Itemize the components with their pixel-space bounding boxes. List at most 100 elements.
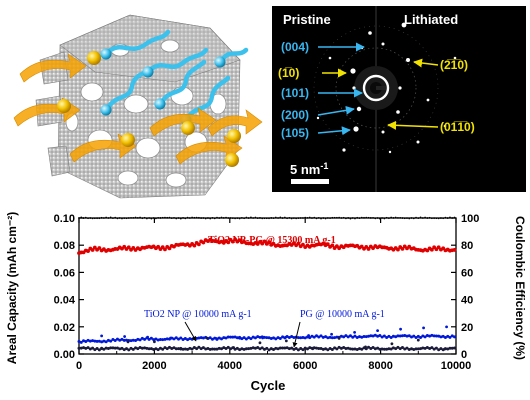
data-point bbox=[412, 334, 416, 338]
data-point bbox=[177, 217, 180, 219]
data-point bbox=[118, 217, 121, 219]
data-point bbox=[443, 335, 447, 339]
reflection-label-004: (004) bbox=[281, 40, 309, 54]
y-tick-label-right: 100 bbox=[461, 213, 479, 225]
data-point bbox=[330, 336, 334, 340]
data-point bbox=[434, 346, 438, 350]
data-point bbox=[116, 217, 119, 220]
data-point bbox=[182, 217, 184, 219]
data-point bbox=[79, 346, 83, 350]
data-point bbox=[253, 346, 257, 350]
data-point bbox=[136, 347, 140, 351]
data-point bbox=[382, 347, 386, 351]
data-point bbox=[385, 216, 388, 219]
data-point bbox=[387, 347, 391, 351]
data-point bbox=[131, 347, 135, 351]
data-point bbox=[369, 217, 372, 219]
data-point bbox=[294, 346, 298, 350]
lithiated-arrows bbox=[387, 58, 439, 130]
data-point bbox=[224, 336, 228, 340]
data-point bbox=[201, 336, 205, 340]
data-point bbox=[453, 216, 456, 219]
data-point bbox=[400, 334, 404, 338]
data-point bbox=[154, 347, 158, 351]
data-point bbox=[381, 217, 384, 219]
data-point bbox=[337, 345, 341, 349]
data-point bbox=[267, 336, 271, 340]
data-point bbox=[302, 217, 304, 219]
data-point bbox=[292, 217, 295, 220]
data-point bbox=[77, 339, 81, 343]
data-point bbox=[156, 348, 160, 352]
x-tick-label: 2000 bbox=[142, 360, 166, 372]
data-point bbox=[407, 347, 411, 351]
data-point bbox=[91, 339, 95, 343]
data-point bbox=[227, 217, 230, 219]
data-point bbox=[441, 334, 445, 338]
data-point bbox=[197, 336, 201, 340]
data-point bbox=[396, 247, 400, 252]
data-point bbox=[450, 346, 454, 350]
data-point bbox=[284, 335, 287, 339]
electron-sphere bbox=[100, 48, 112, 60]
data-point bbox=[105, 216, 108, 219]
data-point bbox=[149, 336, 153, 340]
data-point bbox=[333, 216, 336, 219]
data-point bbox=[267, 348, 271, 352]
y-axis-title-right: Coulombic Efficiency (%) bbox=[513, 216, 527, 360]
data-point bbox=[414, 336, 418, 340]
pristine-arrows bbox=[317, 42, 365, 136]
data-point bbox=[243, 217, 246, 220]
data-point bbox=[353, 347, 357, 351]
data-point bbox=[385, 347, 389, 351]
data-point bbox=[148, 217, 151, 219]
data-point bbox=[276, 347, 280, 351]
data-point bbox=[306, 216, 309, 219]
data-point bbox=[425, 345, 429, 349]
data-point bbox=[360, 216, 363, 219]
data-point bbox=[268, 217, 270, 220]
data-point bbox=[154, 337, 158, 341]
data-point bbox=[174, 336, 178, 340]
data-point bbox=[181, 347, 185, 351]
data-point bbox=[437, 334, 441, 338]
data-point bbox=[173, 216, 175, 219]
data-point bbox=[86, 338, 90, 342]
data-point bbox=[364, 335, 368, 339]
data-point bbox=[421, 217, 424, 219]
data-point bbox=[421, 334, 425, 338]
data-point bbox=[112, 217, 114, 220]
data-point bbox=[265, 346, 269, 350]
data-point bbox=[267, 240, 271, 245]
data-point bbox=[216, 216, 218, 219]
data-point bbox=[157, 216, 160, 219]
data-point bbox=[195, 216, 198, 219]
data-point bbox=[437, 217, 440, 220]
data-point bbox=[217, 346, 221, 350]
data-point bbox=[290, 217, 293, 220]
data-point bbox=[348, 334, 352, 338]
annotation-arrow-tio2-np bbox=[184, 321, 197, 342]
data-point bbox=[208, 347, 212, 351]
data-point bbox=[301, 336, 305, 340]
reflection-label-200: (200) bbox=[281, 108, 309, 122]
x-tick-label: 4000 bbox=[218, 360, 242, 372]
data-point bbox=[113, 339, 117, 343]
data-point bbox=[102, 347, 106, 351]
data-point bbox=[87, 217, 89, 220]
data-point bbox=[390, 216, 393, 219]
data-point bbox=[95, 347, 99, 351]
data-point bbox=[120, 337, 124, 341]
data-point bbox=[283, 216, 286, 219]
data-point bbox=[265, 217, 268, 220]
data-point bbox=[109, 216, 112, 219]
data-point bbox=[333, 346, 337, 350]
data-point bbox=[167, 345, 171, 349]
data-point bbox=[436, 245, 441, 250]
data-point bbox=[321, 335, 325, 339]
data-point bbox=[201, 346, 205, 350]
data-point bbox=[165, 347, 169, 351]
data-point bbox=[389, 335, 393, 339]
data-point bbox=[247, 217, 250, 219]
data-point bbox=[444, 216, 447, 219]
